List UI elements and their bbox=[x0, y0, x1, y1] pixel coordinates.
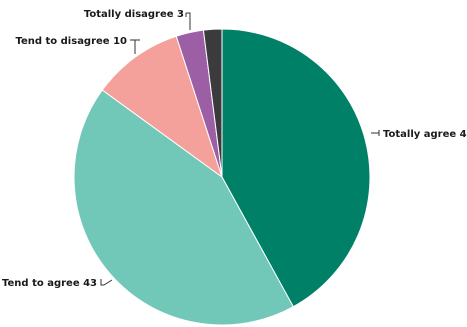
pie-slice-tend-to-disagree bbox=[101, 35, 223, 179]
leader-line-tend-to-agree bbox=[100, 279, 113, 286]
leader-lines bbox=[100, 12, 380, 286]
label-tend-to-disagree: Tend to disagree 10 bbox=[15, 36, 127, 47]
leader-line-totally-disagree bbox=[185, 12, 191, 30]
data-labels: Totally agree 42 Tend to agree 43 Tend t… bbox=[2, 9, 467, 289]
label-tend-to-agree: Tend to agree 43 bbox=[2, 278, 97, 289]
leader-line-totally-agree bbox=[371, 130, 380, 136]
leader-line-tend-to-disagree bbox=[130, 39, 140, 54]
pie-slices bbox=[73, 28, 371, 326]
pie-slice-totally-agree bbox=[221, 28, 371, 308]
label-totally-agree: Totally agree 42 bbox=[383, 129, 467, 140]
label-totally-disagree: Totally disagree 3 bbox=[84, 9, 184, 20]
pie-slice-unlabeled bbox=[202, 28, 223, 178]
pie-slice-tend-to-agree bbox=[73, 89, 294, 326]
